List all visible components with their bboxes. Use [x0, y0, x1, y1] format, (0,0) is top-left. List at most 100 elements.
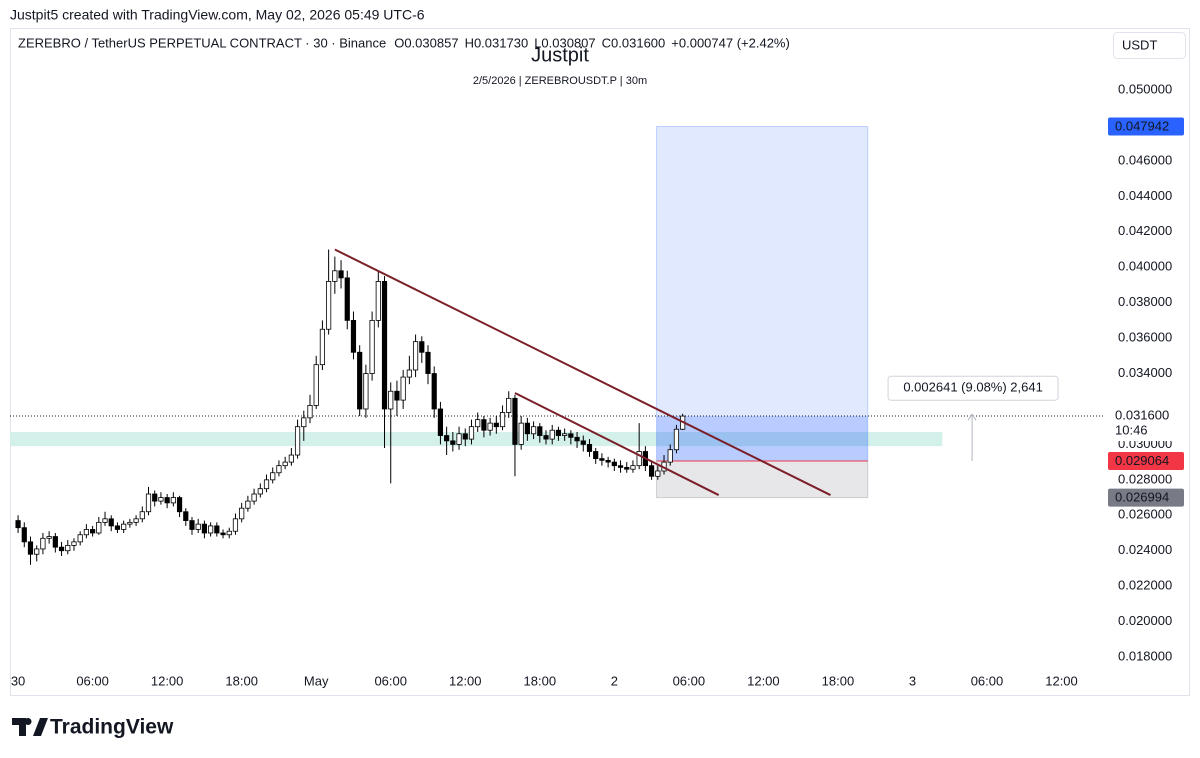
candle-body — [114, 525, 121, 530]
price-tag-label: 0.047942 — [1115, 118, 1169, 133]
target-area — [656, 126, 869, 462]
candle-body — [40, 537, 46, 550]
x-tick-label: 06:00 — [76, 673, 109, 688]
candle-body — [586, 444, 593, 452]
candle-body — [83, 529, 89, 536]
candle-body — [96, 521, 102, 534]
candle-body — [481, 419, 487, 431]
candle-body — [363, 373, 369, 410]
candle-body — [195, 523, 201, 530]
candle-body — [530, 426, 537, 435]
countdown: 10:46 — [1115, 422, 1148, 437]
candle-body — [108, 518, 114, 527]
y-tick-label: 0.042000 — [1118, 223, 1172, 238]
x-tick-label: 30 — [11, 673, 25, 688]
candle-body — [301, 417, 307, 428]
ohlc-value: 0.030807 — [541, 35, 595, 50]
ohlc-key: C — [602, 35, 611, 50]
currency-box[interactable] — [1113, 32, 1186, 59]
candle-body — [357, 351, 363, 410]
candle-body — [239, 507, 245, 520]
candle-body — [189, 520, 195, 530]
candle-body — [406, 369, 412, 378]
candle-body — [462, 433, 468, 440]
candle-body — [543, 435, 549, 440]
candle-body — [648, 465, 655, 477]
candle-body — [506, 397, 512, 413]
x-tick-label: 06:00 — [374, 673, 407, 688]
candle-body — [15, 520, 21, 529]
candle-body — [257, 488, 263, 495]
candle-body — [145, 493, 152, 513]
candle-body — [655, 470, 661, 477]
candle-body — [46, 536, 52, 539]
measure-box — [887, 375, 1059, 401]
candle-body — [375, 281, 381, 321]
candle-body — [208, 525, 214, 534]
y-tick-label: 0.046000 — [1118, 152, 1172, 167]
candle-body — [332, 270, 338, 282]
change: +0.000747 (+2.42%) — [671, 35, 790, 50]
candle-body — [307, 405, 313, 419]
chart-subtitle: 2/5/2026 | ZEREBROUSDT.P | 30m — [473, 75, 647, 87]
candle-body — [549, 429, 555, 440]
logo: TradingView — [12, 716, 174, 739]
candle-body — [667, 449, 673, 463]
ohlc-value: 0.030857 — [404, 35, 458, 50]
candle-body — [263, 479, 270, 490]
last-price-tag — [1108, 407, 1184, 442]
candle-body — [673, 428, 680, 451]
candle-body — [319, 328, 326, 366]
candle-body — [170, 497, 176, 504]
candle-body — [611, 461, 617, 467]
y-tick-label: 0.034000 — [1118, 365, 1172, 380]
candle-body — [282, 461, 288, 467]
candle-body — [456, 433, 462, 445]
y-tick-label: 0.044000 — [1118, 188, 1172, 203]
candle-body — [158, 497, 164, 502]
candle-body — [326, 281, 332, 330]
candle-body — [226, 530, 232, 536]
candle-body — [245, 500, 251, 509]
x-tick-label: 3 — [909, 673, 916, 688]
trendline — [334, 248, 831, 496]
candle-body — [605, 459, 611, 463]
candle-body — [251, 493, 257, 502]
ohlc-value: 0.031600 — [611, 35, 665, 50]
y-tick-label: 0.036000 — [1118, 330, 1172, 345]
price-tag — [1108, 488, 1184, 507]
y-tick-label: 0.038000 — [1118, 294, 1172, 309]
candle-body — [164, 497, 170, 504]
price-tag-label: 0.029064 — [1115, 453, 1169, 468]
trendline — [514, 392, 720, 496]
candle-body — [518, 422, 524, 445]
candle-body — [475, 419, 481, 428]
y-tick-label: 0.022000 — [1118, 578, 1172, 593]
candle-body — [568, 433, 574, 438]
candle-body — [450, 440, 456, 445]
candle-body — [400, 376, 406, 401]
chart-title: Justpit — [531, 44, 589, 66]
candle-body — [133, 518, 139, 523]
plot-area: 0.002641 (9.08%) 2,641 — [10, 126, 1105, 565]
candle-body — [493, 422, 499, 428]
candle-body — [34, 548, 40, 555]
candle-body — [419, 341, 425, 353]
candle-body — [369, 319, 375, 374]
candle-body — [276, 465, 282, 474]
candle-body — [512, 397, 518, 445]
candle-body — [344, 277, 350, 321]
candle-body — [437, 408, 444, 436]
candle-body — [381, 281, 388, 410]
candle-body — [152, 493, 158, 502]
candle-body — [350, 319, 357, 353]
candle-body — [288, 454, 294, 463]
candle-body — [71, 541, 77, 546]
candle-body — [425, 351, 431, 374]
currency[interactable]: USDT — [1122, 37, 1157, 52]
y-tick-label: 0.024000 — [1118, 542, 1172, 557]
candle-body — [232, 518, 239, 532]
candle-body — [338, 270, 344, 279]
ohlc-key: L — [534, 35, 541, 50]
